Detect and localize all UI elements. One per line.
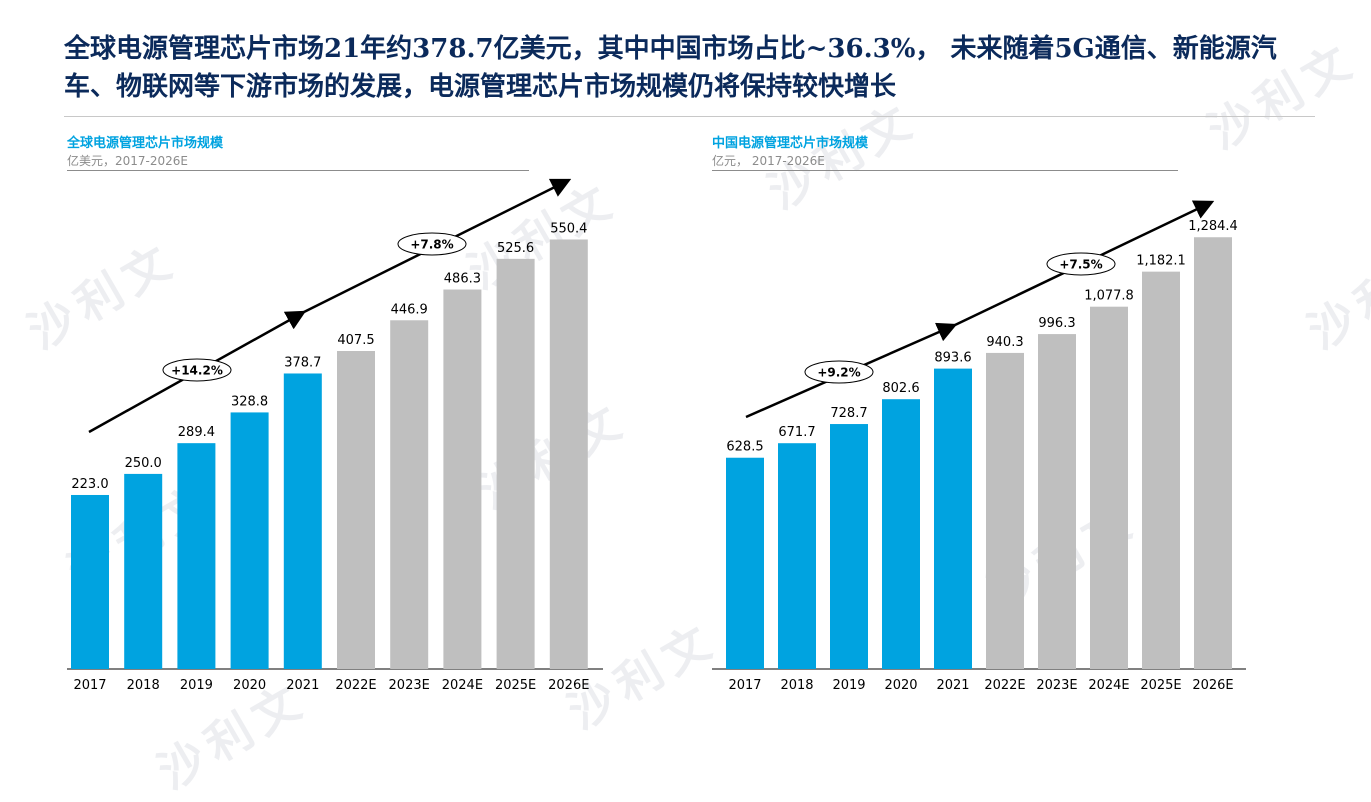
bar — [390, 320, 429, 669]
bar — [934, 368, 972, 669]
cagr-badge — [162, 358, 232, 382]
x-tick-label: 2022E — [335, 678, 376, 693]
bar — [778, 443, 816, 669]
data-label: 407.5 — [337, 333, 374, 348]
x-tick-label: 2019 — [180, 678, 213, 693]
bar — [124, 473, 163, 669]
bar — [830, 424, 868, 669]
data-label: 525.6 — [497, 241, 534, 256]
data-label: 446.9 — [391, 302, 428, 317]
watermark: 沙利文 — [1298, 231, 1371, 360]
data-label: 378.7 — [284, 355, 321, 370]
x-tick-label: 2021 — [936, 678, 969, 693]
bar — [443, 289, 482, 669]
cagr-badge — [1046, 252, 1116, 276]
bar — [1194, 237, 1232, 669]
bar — [337, 351, 375, 669]
bar — [1090, 306, 1128, 669]
x-tick-label: 2023E — [389, 678, 430, 693]
x-tick-label: 2025E — [495, 678, 536, 693]
x-tick-label: 2024E — [442, 678, 483, 693]
x-tick-label: 2020 — [233, 678, 266, 693]
data-label: 728.7 — [830, 406, 867, 421]
bar — [882, 399, 920, 669]
x-tick-label: 2017 — [728, 678, 761, 693]
global-market-chart: 全球电源管理芯片市场规模 亿美元，2017-2026E 223.0 2017 250… — [67, 132, 607, 702]
bar — [496, 258, 535, 669]
x-tick-label: 2017 — [73, 678, 106, 693]
x-tick-label: 2026E — [1192, 678, 1233, 693]
chart-subtitle: 亿元， 2017-2026E — [712, 154, 825, 168]
x-tick-label: 2022E — [984, 678, 1025, 693]
cagr-label: +9.2% — [817, 366, 860, 380]
cagr-badge — [804, 360, 874, 384]
data-label: 1,284.4 — [1188, 219, 1238, 234]
chart-canvas: 223.0 2017 250.0 2018 289.4 2019 328.8 2020 378.… — [67, 178, 603, 693]
data-label: 289.4 — [178, 425, 215, 440]
x-tick-label: 2018 — [127, 678, 160, 693]
chart-title-divider — [712, 170, 1178, 171]
data-label: 893.6 — [934, 351, 971, 366]
x-tick-label: 2025E — [1140, 678, 1181, 693]
data-label: 550.4 — [550, 221, 587, 236]
data-label: 223.0 — [71, 477, 108, 492]
bar — [283, 373, 322, 669]
title-divider — [64, 116, 1315, 117]
china-market-chart: 中国电源管理芯片市场规模 亿元， 2017-2026E 628.5 2017 671… — [712, 132, 1252, 702]
bar — [71, 494, 109, 669]
chart-subtitle: 亿美元，2017-2026E — [67, 154, 188, 168]
cagr-label: +7.5% — [1059, 258, 1102, 272]
data-label: 486.3 — [444, 272, 481, 287]
bar — [1038, 334, 1076, 669]
data-label: 940.3 — [986, 335, 1023, 350]
x-tick-label: 2021 — [286, 678, 319, 693]
data-label: 802.6 — [882, 381, 919, 396]
chart-canvas: 628.5 2017 671.7 2018 728.7 2019 802.6 2020 893.… — [712, 200, 1246, 693]
cagr-badge — [397, 232, 467, 256]
x-tick-label: 2026E — [548, 678, 589, 693]
data-label: 671.7 — [778, 425, 815, 440]
page-title: 全球电源管理芯片市场21年约378.7亿美元，其中中国市场占比~36.3%， 未… — [64, 34, 1277, 102]
chart-title: 中国电源管理芯片市场规模 — [712, 136, 869, 151]
data-label: 328.8 — [231, 394, 268, 409]
x-tick-label: 2020 — [884, 678, 917, 693]
cagr-label: +14.2% — [171, 364, 223, 378]
data-label: 1,077.8 — [1084, 289, 1134, 304]
bar — [549, 239, 588, 669]
data-label: 628.5 — [726, 440, 763, 455]
chart-title-divider — [67, 170, 529, 171]
bar — [230, 412, 269, 669]
cagr-label: +7.8% — [410, 238, 453, 252]
x-tick-label: 2018 — [780, 678, 813, 693]
data-label: 1,182.1 — [1136, 254, 1186, 269]
bar — [726, 457, 764, 669]
bar — [1142, 271, 1180, 669]
chart-title: 全球电源管理芯片市场规模 — [67, 136, 224, 151]
x-tick-label: 2023E — [1036, 678, 1077, 693]
bar — [986, 352, 1024, 669]
x-tick-label: 2019 — [832, 678, 865, 693]
x-tick-label: 2024E — [1088, 678, 1129, 693]
bar — [177, 443, 216, 669]
data-label: 996.3 — [1038, 316, 1075, 331]
data-label: 250.0 — [125, 456, 162, 471]
